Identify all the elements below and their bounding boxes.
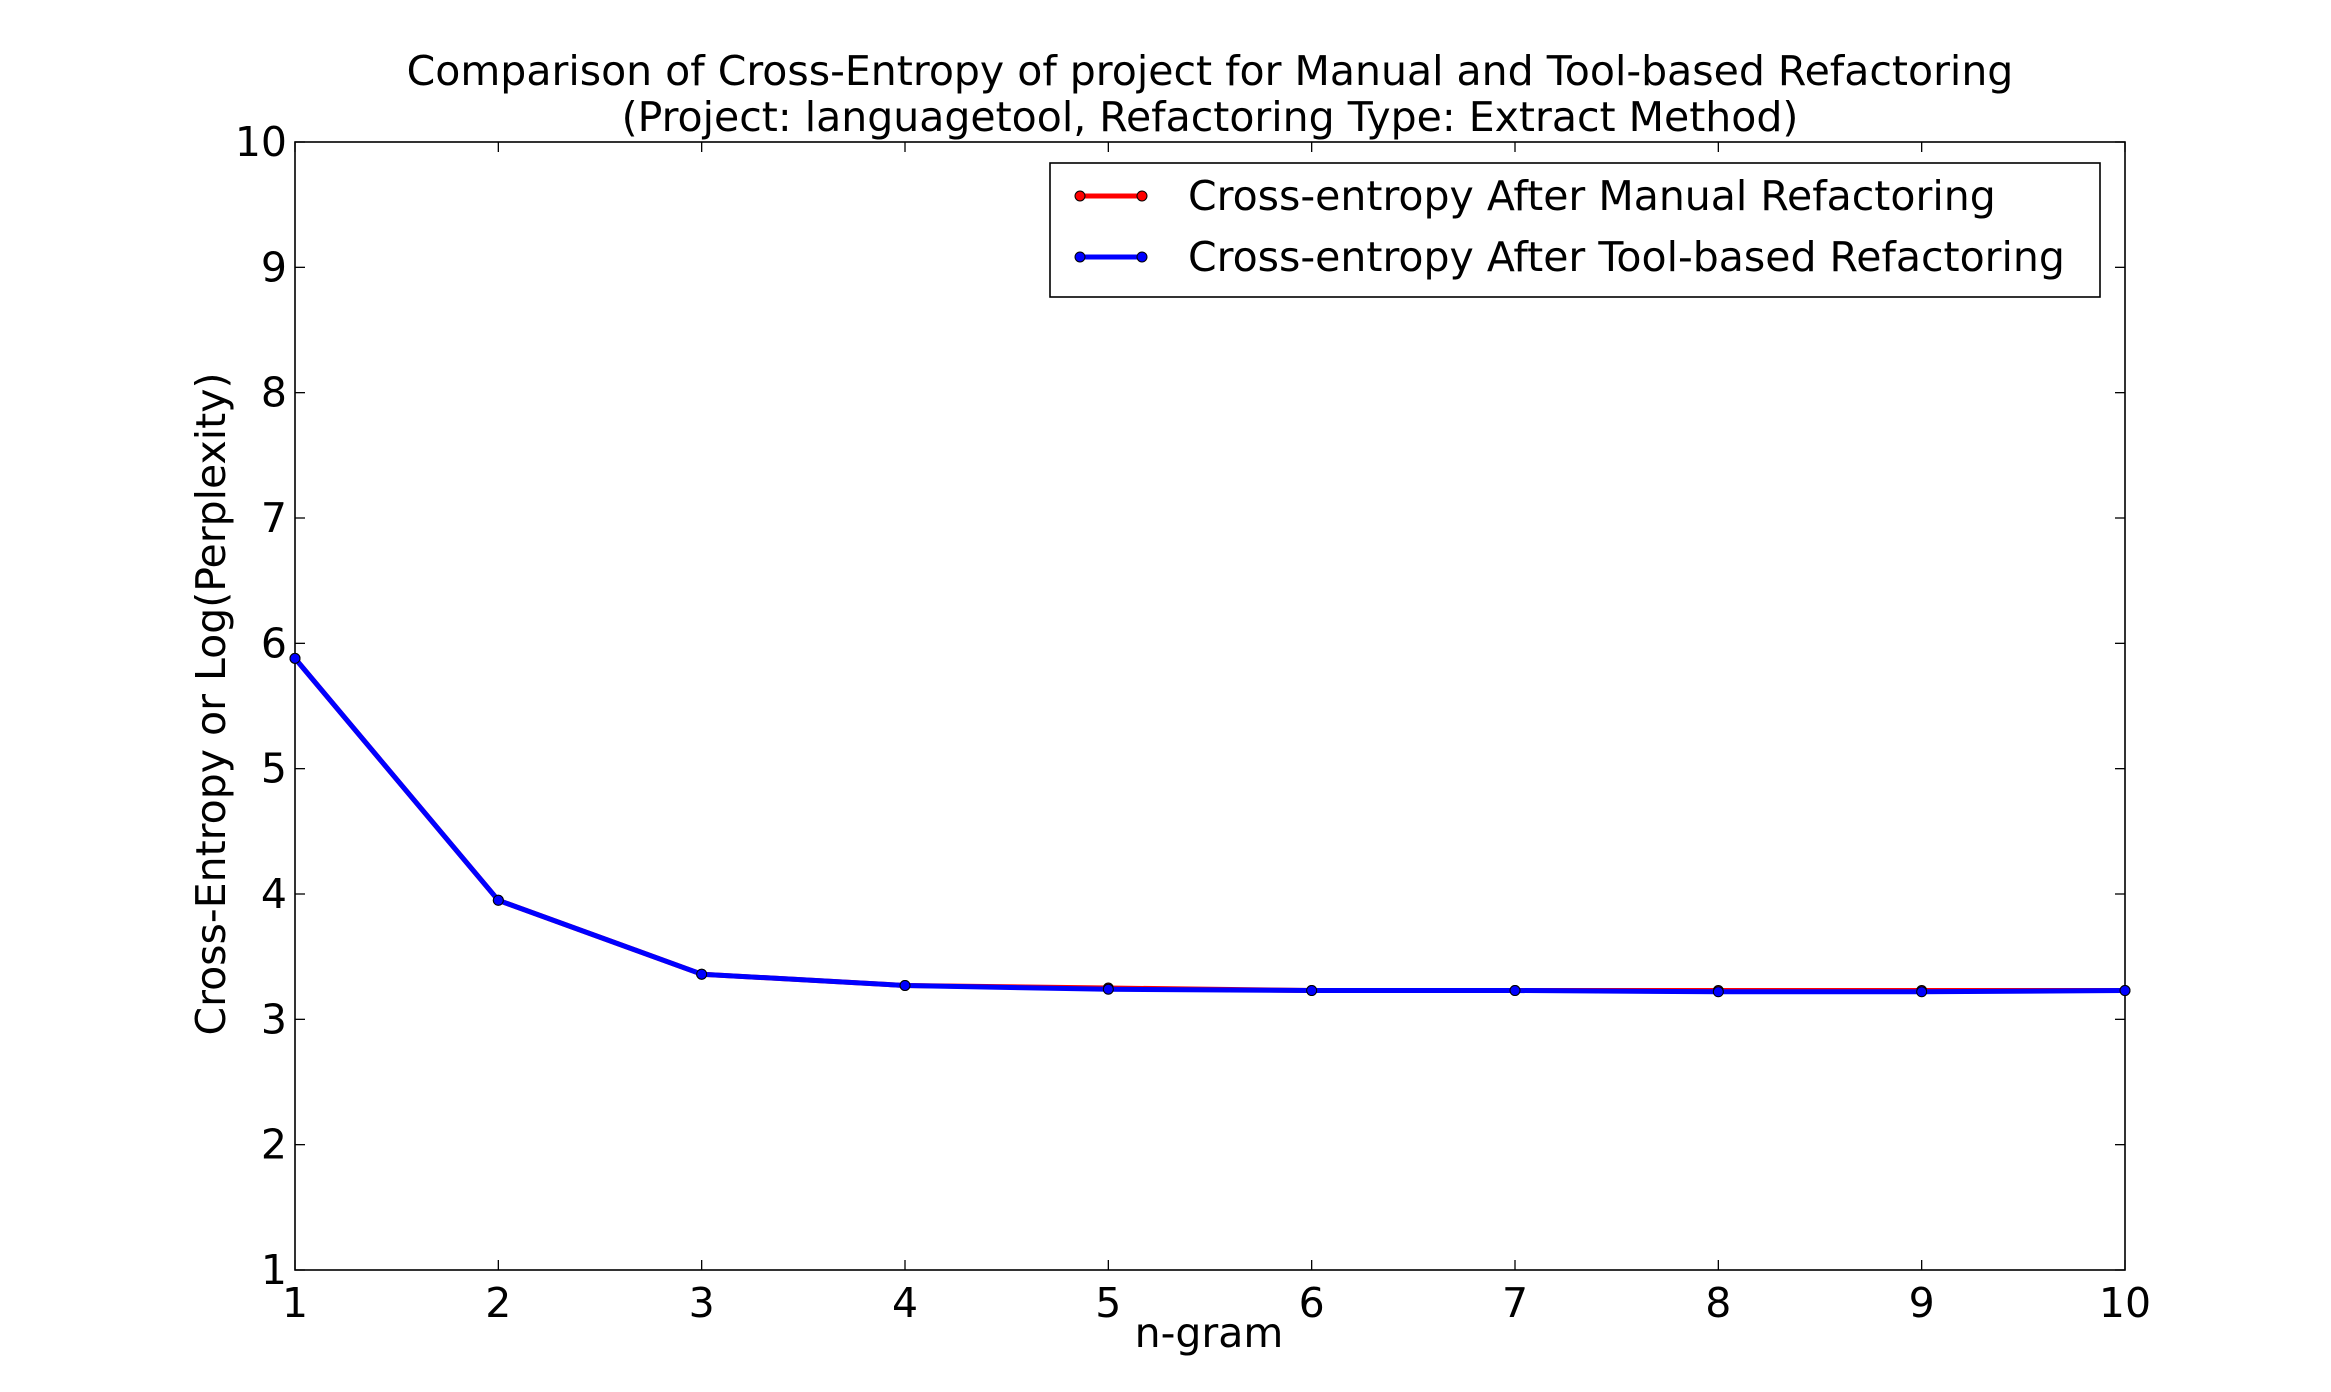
series-line <box>293 656 2126 995</box>
x-tick-label: 1 <box>282 1279 308 1327</box>
legend-marker <box>1136 251 1148 263</box>
y-tick-label: 6 <box>261 619 287 667</box>
y-tick-label: 3 <box>261 995 287 1043</box>
y-tick-label: 4 <box>261 870 287 918</box>
series-point <box>1712 986 1724 998</box>
series-point <box>492 894 504 906</box>
y-tick-label: 9 <box>261 243 287 291</box>
series-point <box>696 968 708 980</box>
legend-box <box>1049 162 2101 298</box>
x-tick-label: 4 <box>892 1279 918 1327</box>
legend: Cross-entropy After Manual Refactoring Cr… <box>1049 162 2101 298</box>
series-point <box>2119 985 2131 997</box>
series-point <box>289 652 301 664</box>
x-tick-label: 8 <box>1705 1279 1731 1327</box>
legend-marker <box>1074 251 1086 263</box>
y-tick-label: 10 <box>235 118 287 166</box>
x-tick-label: 2 <box>485 1279 511 1327</box>
legend-label: Cross-entropy After Manual Refactoring <box>1188 172 1996 220</box>
y-tick-label: 8 <box>261 369 287 417</box>
x-tick-label: 5 <box>1095 1279 1121 1327</box>
x-axis-label: n-gram <box>1135 1309 1284 1357</box>
y-tick-label: 7 <box>261 494 287 542</box>
y-axis-label: Cross-Entropy or Log(Perplexity) <box>187 373 235 1036</box>
x-tick-label: 10 <box>2099 1279 2151 1327</box>
series-line <box>293 656 2125 993</box>
legend-marker <box>1136 190 1148 202</box>
y-tick-label: 5 <box>261 745 287 793</box>
plot-frame <box>294 141 2126 1271</box>
x-tick-label: 6 <box>1299 1279 1325 1327</box>
series-point <box>1102 983 1114 995</box>
series-point <box>1916 986 1928 998</box>
x-tick-label: 3 <box>689 1279 715 1327</box>
series-point <box>1306 985 1318 997</box>
plot-layer: 1 2 3 4 5 6 7 8 9 10 1 2 3 4 5 6 7 8 9 10 <box>235 118 2151 1327</box>
chart-subtitle: (Project: languagetool, Refactoring Type… <box>622 93 1799 141</box>
chart-title: Comparison of Cross-Entropy of project f… <box>407 47 2014 95</box>
y-tick-label: 2 <box>261 1121 287 1169</box>
x-tick-label: 9 <box>1909 1279 1935 1327</box>
series-point <box>899 979 911 991</box>
legend-marker <box>1074 190 1086 202</box>
series-point <box>1509 985 1521 997</box>
legend-label: Cross-entropy After Tool-based Refactori… <box>1188 233 2065 281</box>
y-tick-label: 1 <box>261 1246 287 1294</box>
x-tick-label: 7 <box>1502 1279 1528 1327</box>
